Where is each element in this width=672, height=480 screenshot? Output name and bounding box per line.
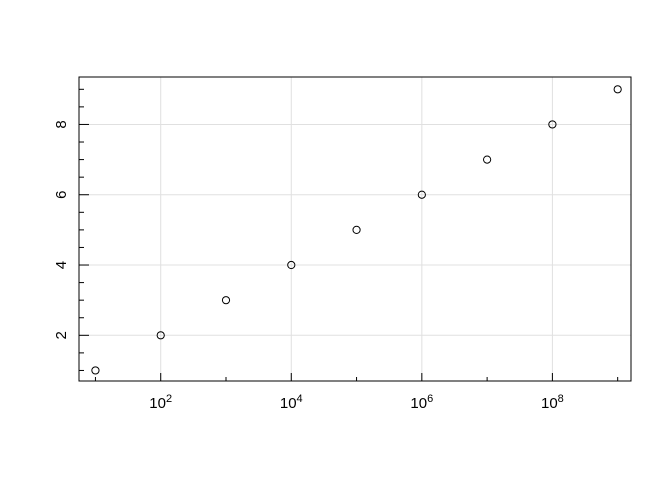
data-point bbox=[548, 120, 557, 129]
x-tick-label: 106 bbox=[410, 393, 433, 412]
data-point bbox=[483, 155, 492, 164]
data-point bbox=[352, 225, 361, 234]
x-tick-label: 108 bbox=[541, 393, 564, 412]
data-point bbox=[221, 296, 231, 305]
grid bbox=[79, 77, 631, 381]
y-tick-labels: 2 4 6 8 bbox=[53, 120, 70, 339]
data-point bbox=[156, 331, 165, 340]
plot-frame bbox=[78, 76, 632, 382]
data-point bbox=[287, 260, 296, 270]
x-tick-label: 104 bbox=[280, 393, 303, 412]
y-tick-label: 4 bbox=[53, 261, 70, 269]
x-tick-labels: 102 104 106 108 bbox=[149, 393, 563, 412]
x-tick-label: 102 bbox=[149, 393, 172, 412]
data-point bbox=[613, 85, 622, 94]
y-tick-label: 2 bbox=[53, 331, 70, 339]
ticks bbox=[79, 88, 619, 381]
y-tick-label: 8 bbox=[53, 120, 70, 128]
y-tick-label: 6 bbox=[53, 191, 70, 199]
data-point bbox=[417, 190, 426, 199]
data-point bbox=[91, 366, 100, 375]
points bbox=[91, 85, 622, 375]
